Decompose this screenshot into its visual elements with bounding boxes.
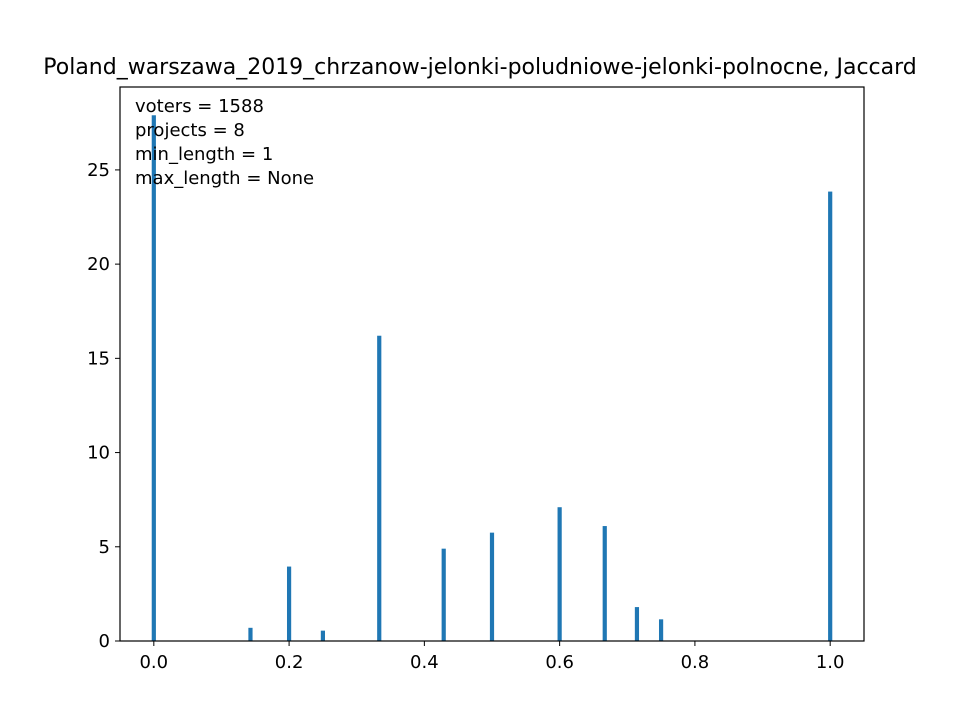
x-tick-label: 0.2 [275,652,304,673]
histogram-bar [320,630,325,641]
histogram-bar [441,548,446,641]
y-tick-label: 20 [87,254,110,275]
annotation-min-length: min_length = 1 [135,144,273,165]
histogram-bar [286,566,292,641]
y-tick-label: 15 [87,348,110,369]
annotation-voters: voters = 1588 [135,96,264,117]
x-tick-label: 1.0 [816,652,845,673]
annotation-projects: projects = 8 [135,120,245,141]
x-tick-label: 0.4 [410,652,439,673]
histogram-bar [658,619,664,641]
histogram-bar [377,335,382,641]
histogram-bar [634,607,640,641]
histogram-bar [557,507,562,641]
histogram-bar [151,115,156,641]
plot-frame [119,86,865,642]
histogram-bar [602,526,607,641]
x-axis-ticks: 0.0 0.2 0.4 0.6 0.8 1.0 [139,641,845,673]
annotation-max-length: max_length = None [135,168,314,189]
x-tick-label: 0.6 [545,652,574,673]
y-tick-label: 5 [99,537,110,558]
bars-group [151,115,833,641]
x-tick-label: 0.8 [681,652,710,673]
y-axis-ticks: 0 5 10 15 20 25 [87,160,120,652]
y-tick-label: 0 [99,631,110,652]
histogram-bar [489,532,495,641]
histogram-bar [828,191,833,641]
x-tick-label: 0.0 [139,652,168,673]
y-tick-label: 10 [87,443,110,464]
chart-title: Poland_warszawa_2019_chrzanow-jelonki-po… [43,55,916,80]
histogram-bar [248,627,253,641]
annotation-box: voters = 1588 projects = 8 min_length = … [135,96,314,189]
y-tick-label: 25 [87,160,110,181]
